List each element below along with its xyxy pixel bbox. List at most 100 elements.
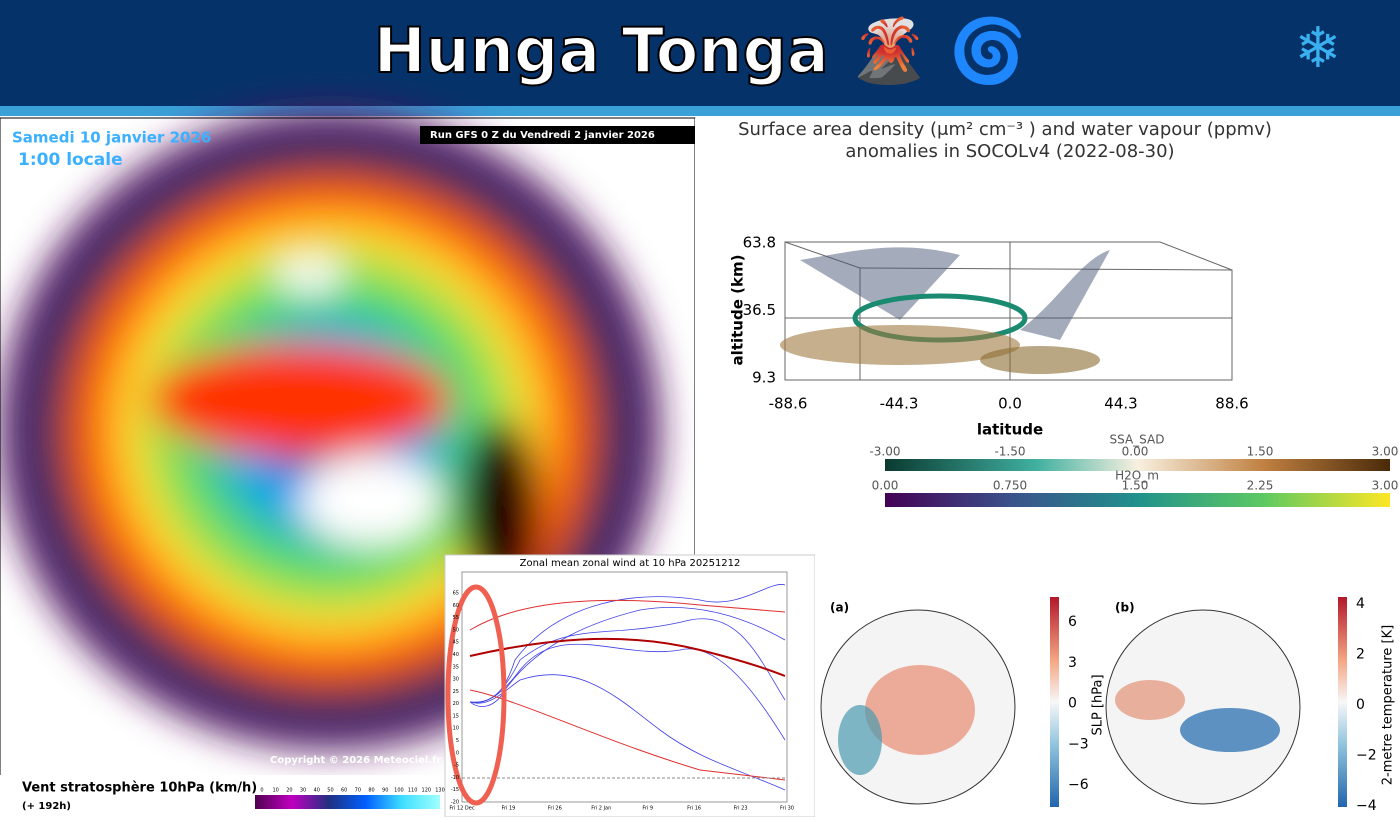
- a-tick: 6: [1068, 614, 1077, 630]
- socol-plume: [1020, 250, 1110, 340]
- zonal-title: Zonal mean zonal wind at 10 hPa 20251212: [520, 558, 741, 569]
- zonal-ytick: 20: [453, 701, 459, 707]
- bar2-tick: 1.50: [1122, 479, 1149, 493]
- socol-ytick: 9.3: [752, 369, 776, 387]
- bar1-tick: 1.50: [1247, 445, 1274, 459]
- zonal-xtick: Fri 12 Dec: [449, 806, 474, 812]
- zonal-ytick: 50: [453, 627, 459, 633]
- bar2-tick: 3.00: [1372, 479, 1399, 493]
- zonal-ytick: 10: [453, 726, 459, 732]
- map-scale-label: 10: [273, 788, 279, 794]
- snow-icon: ❄: [1295, 16, 1342, 81]
- slp-anomaly: [838, 705, 882, 775]
- ensemble-max: [469, 599, 786, 631]
- b-tick: 0: [1356, 697, 1365, 713]
- map-caption: Vent stratosphère 10hPa (km/h): [22, 781, 257, 796]
- bar2-label: H2O_m: [1115, 469, 1159, 483]
- map-copyright: Copyright © 2026 Meteociel.fr: [270, 755, 441, 766]
- bar1-tick: -3.00: [869, 445, 900, 459]
- h2o-colorbar: [885, 493, 1390, 507]
- map-scale-label: 50: [327, 788, 333, 794]
- ensemble-min: [469, 689, 786, 781]
- zonal-ytick: 0: [456, 750, 459, 756]
- map-scale-label: 80: [368, 788, 374, 794]
- map-lead: (+ 192h): [22, 801, 71, 812]
- zonal-xtick: Fri 19: [501, 806, 515, 812]
- map-scale-label: 60: [341, 788, 347, 794]
- zonal-ytick: 15: [453, 713, 459, 719]
- header-title: Hunga Tonga 🌋 🌀: [374, 13, 1027, 87]
- t2m-anomaly: [1180, 708, 1280, 752]
- socol-ytick: 36.5: [743, 301, 776, 319]
- bar1-tick: -1.50: [994, 445, 1025, 459]
- a-tick: 3: [1068, 655, 1077, 671]
- socol-xlabel: latitude: [977, 421, 1043, 439]
- zonal-ytick: 60: [453, 603, 459, 609]
- polar-a-label: (a): [830, 601, 849, 615]
- zonal-ytick: 35: [453, 664, 459, 670]
- map-run: Run GFS 0 Z du Vendredi 2 janvier 2026: [430, 130, 655, 141]
- zonal-ytick: -15: [451, 787, 459, 793]
- socol-xtick: -88.6: [769, 395, 808, 413]
- b-bar-label: 2-metre temperature [K]: [1381, 625, 1396, 785]
- zonal-ytick: -10: [451, 775, 459, 781]
- zonal-xtick: Fri 2 Jan: [591, 806, 611, 812]
- map-scale-label: 100: [394, 788, 404, 794]
- zonal-xtick: Fri 26: [548, 806, 562, 812]
- zonal-ytick: 45: [453, 640, 459, 646]
- socol-plume: [800, 247, 960, 320]
- zonal-xtick: Fri 23: [734, 806, 748, 812]
- socol-title-1: Surface area density (μm² cm⁻³ ) and wat…: [738, 119, 1272, 140]
- bar1-tick: 0.00: [1122, 445, 1149, 459]
- map-scale-label: 120: [422, 788, 432, 794]
- zonal-xtick: Fri 16: [687, 806, 701, 812]
- a-tick: −3: [1068, 736, 1089, 752]
- map-scale-label: 90: [382, 788, 388, 794]
- socol-ylabel: altitude (km): [729, 255, 747, 366]
- b-colorbar: [1338, 597, 1347, 807]
- ensemble-mean: [469, 637, 786, 677]
- socol-xtick: 88.6: [1215, 395, 1248, 413]
- zonal-ytick: -5: [454, 763, 459, 769]
- zonal-ytick: 40: [453, 652, 459, 658]
- socol-title-2: anomalies in SOCOLv4 (2022-08-30): [845, 141, 1174, 162]
- map-colorbar: [255, 795, 440, 809]
- b-tick: −2: [1356, 748, 1377, 764]
- zonal-frame: [461, 571, 788, 803]
- socol-xtick: -44.3: [880, 395, 919, 413]
- slp-anomaly: [865, 665, 975, 755]
- header-bar: [0, 0, 1400, 106]
- socol-xtick: 0.0: [998, 395, 1022, 413]
- highlight-ellipse: [445, 584, 507, 806]
- map-date: Samedi 10 janvier 2026: [12, 129, 211, 147]
- zonal-xtick: Fri 9: [642, 806, 653, 812]
- zonal-ytick: -20: [451, 800, 459, 806]
- zonal-ytick: 30: [453, 677, 459, 683]
- map-scale-label: 40: [314, 788, 320, 794]
- bar2-tick: 2.25: [1247, 479, 1274, 493]
- zonal-ytick: 25: [453, 689, 459, 695]
- a-bar-label: SLP [hPa]: [1091, 674, 1106, 735]
- map-scale-label: 30: [300, 788, 306, 794]
- t2m-anomaly: [1115, 680, 1185, 720]
- bar2-tick: 0.00: [872, 479, 899, 493]
- socol-ytick: 63.8: [743, 234, 776, 252]
- map-scale-label: 70: [355, 788, 361, 794]
- map-time: 1:00 locale: [18, 150, 123, 170]
- socol-xtick: 44.3: [1104, 395, 1137, 413]
- zonal-ytick: 65: [453, 591, 459, 597]
- run-box: [420, 126, 695, 144]
- map-scale-label: 130: [435, 788, 445, 794]
- header-stripe: [0, 106, 1400, 116]
- map-scale-label: 20: [286, 788, 292, 794]
- polar-b-label: (b): [1115, 601, 1135, 615]
- bar1-label: SSA_SAD: [1110, 433, 1165, 447]
- a-tick: 0: [1068, 696, 1077, 712]
- zonal-ytick: 5: [456, 738, 459, 744]
- b-tick: 2: [1356, 647, 1365, 663]
- ssa-colorbar: [885, 459, 1390, 471]
- zonal-xtick: Fri 30: [780, 806, 794, 812]
- bar2-tick: 0.750: [993, 479, 1027, 493]
- map-scale-label: 110: [408, 788, 418, 794]
